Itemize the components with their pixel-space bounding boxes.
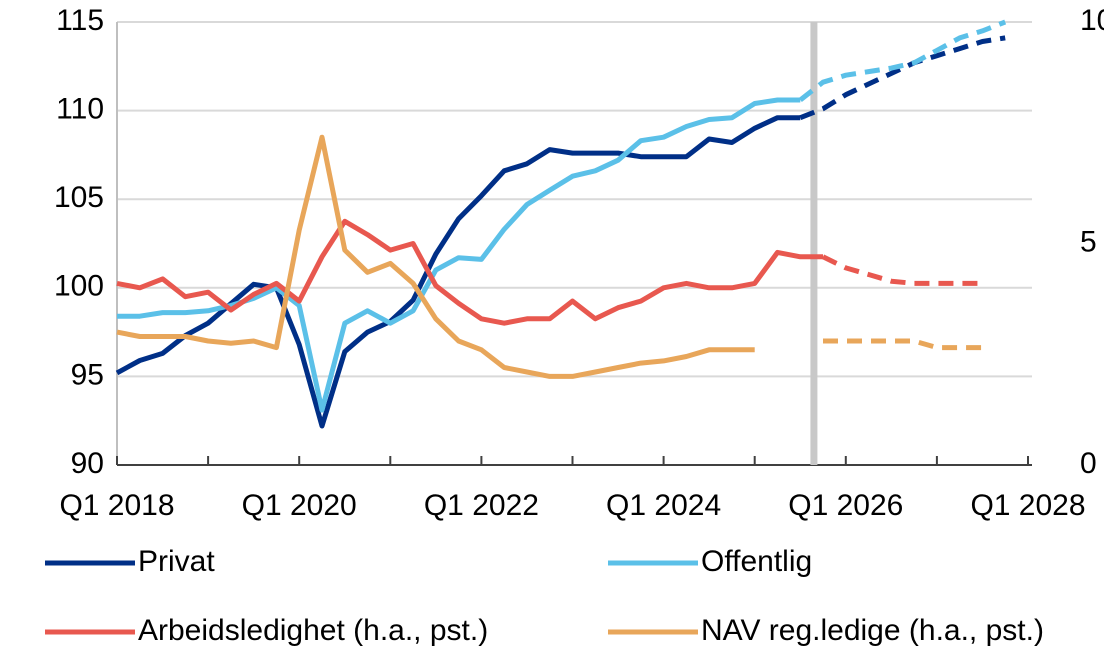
- x-tick-label: Q1 2026: [788, 489, 903, 522]
- y-tick-label: 100: [54, 270, 104, 303]
- series-line: [116, 134, 755, 379]
- y-tick-label: 95: [71, 358, 104, 391]
- x-tick-label: Q1 2022: [424, 489, 539, 522]
- x-tick-label: Q1 2024: [606, 489, 721, 522]
- x-tick-label: Q1 2018: [59, 489, 174, 522]
- y2-tick-label: 0: [1080, 447, 1097, 480]
- forecast-series-line: [823, 338, 983, 351]
- forecast-series-line: [799, 35, 1006, 121]
- legend-label: Arbeidsledighet (h.a., pst.): [138, 614, 488, 647]
- series-line: [117, 97, 801, 413]
- legend-label: Privat: [138, 545, 215, 578]
- y2-tick-label: 5: [1080, 225, 1097, 258]
- series-line: [116, 218, 823, 326]
- y-tick-label: 115: [56, 4, 104, 37]
- legend-label: Offentlig: [701, 545, 812, 578]
- y2-tick-label: 10: [1080, 4, 1104, 37]
- forecast-series-line: [798, 19, 1007, 102]
- y-tick-label: 105: [54, 181, 104, 214]
- legend-label: NAV reg.ledige (h.a., pst.): [701, 614, 1044, 647]
- forecast-series-line: [821, 254, 983, 286]
- y-tick-label: 90: [71, 447, 104, 480]
- series-line: [115, 115, 801, 429]
- x-tick-label: Q1 2020: [242, 489, 357, 522]
- y-tick-label: 110: [56, 93, 104, 126]
- x-tick-label: Q1 2028: [970, 489, 1085, 522]
